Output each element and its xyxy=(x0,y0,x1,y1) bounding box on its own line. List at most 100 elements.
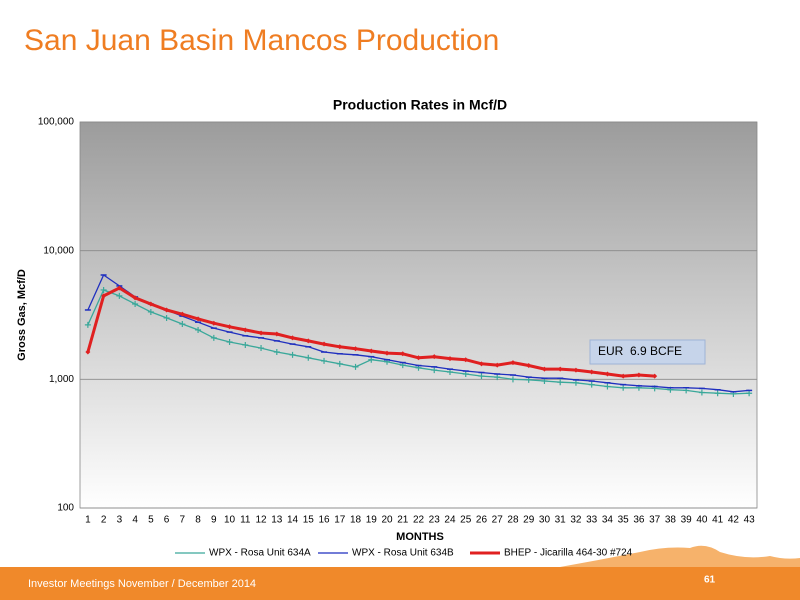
footer-text: Investor Meetings November / December 20… xyxy=(28,578,256,590)
annotation: EUR 6.9 BCFE xyxy=(598,344,682,358)
marker xyxy=(494,362,500,368)
marker xyxy=(179,321,186,328)
x-tick-label: 38 xyxy=(665,515,677,526)
marker xyxy=(101,293,107,299)
marker xyxy=(290,335,296,341)
marker xyxy=(620,373,626,379)
x-tick-label: 24 xyxy=(444,515,456,526)
marker xyxy=(321,341,327,347)
marker xyxy=(698,389,705,396)
marker xyxy=(604,383,611,390)
marker xyxy=(462,371,469,378)
marker xyxy=(305,338,311,344)
x-tick-label: 4 xyxy=(132,515,138,526)
marker xyxy=(400,351,406,357)
x-tick-label: 16 xyxy=(318,515,330,526)
x-tick-label: 37 xyxy=(649,515,661,526)
marker xyxy=(116,285,122,291)
x-tick-label: 41 xyxy=(712,515,724,526)
marker xyxy=(195,326,202,333)
x-tick-label: 10 xyxy=(224,515,236,526)
marker xyxy=(509,376,516,383)
x-tick-label: 18 xyxy=(350,515,362,526)
y-tick-label: 10,000 xyxy=(43,245,74,256)
x-tick-label: 17 xyxy=(334,515,346,526)
legend-label: WPX - Rosa Unit 634A xyxy=(209,548,311,559)
x-tick-label: 33 xyxy=(586,515,598,526)
x-tick-label: 21 xyxy=(397,515,409,526)
chart-title: Production Rates in Mcf/D xyxy=(333,97,507,113)
marker xyxy=(572,379,579,386)
x-tick-label: 2 xyxy=(101,515,107,526)
marker xyxy=(510,360,516,366)
x-tick-label: 13 xyxy=(271,515,283,526)
marker xyxy=(352,363,359,370)
x-tick-label: 12 xyxy=(255,515,267,526)
x-tick-label: 31 xyxy=(555,515,567,526)
marker xyxy=(353,346,359,352)
marker xyxy=(589,369,595,375)
marker xyxy=(321,357,328,364)
marker xyxy=(148,301,154,307)
x-tick-label: 5 xyxy=(148,515,154,526)
marker xyxy=(368,348,374,354)
x-tick-label: 22 xyxy=(413,515,425,526)
x-tick-label: 1 xyxy=(85,515,91,526)
x-tick-label: 39 xyxy=(681,515,693,526)
x-tick-label: 15 xyxy=(303,515,315,526)
marker xyxy=(463,357,469,363)
marker xyxy=(85,349,91,355)
marker xyxy=(384,350,390,356)
marker xyxy=(164,307,170,313)
marker xyxy=(147,308,154,315)
x-tick-label: 32 xyxy=(570,515,582,526)
marker xyxy=(494,374,501,381)
marker xyxy=(274,331,280,337)
y-tick-label: 100 xyxy=(57,503,74,514)
marker xyxy=(195,316,201,322)
marker xyxy=(132,301,139,308)
y-axis-label: Gross Gas, Mcf/D xyxy=(16,269,28,361)
marker xyxy=(226,339,233,346)
x-tick-label: 35 xyxy=(618,515,630,526)
x-tick-label: 6 xyxy=(164,515,170,526)
marker xyxy=(541,366,547,372)
x-tick-label: 14 xyxy=(287,515,299,526)
marker xyxy=(242,327,248,333)
marker xyxy=(416,355,421,361)
marker xyxy=(132,295,138,301)
x-tick-label: 29 xyxy=(523,515,535,526)
marker xyxy=(714,390,721,397)
legend-label: BHEP - Jicarilla 464-30 #724 xyxy=(504,548,633,559)
marker xyxy=(336,360,343,367)
marker xyxy=(258,330,264,336)
marker xyxy=(588,381,595,388)
marker xyxy=(604,371,610,377)
marker xyxy=(210,334,217,341)
marker xyxy=(447,356,453,362)
marker xyxy=(541,378,548,385)
x-tick-label: 7 xyxy=(180,515,186,526)
marker xyxy=(258,345,265,352)
legend-label: WPX - Rosa Unit 634B xyxy=(352,548,454,559)
plot-area xyxy=(79,121,758,509)
marker xyxy=(368,356,375,363)
marker xyxy=(116,292,123,299)
marker xyxy=(526,363,532,369)
marker xyxy=(305,354,312,361)
x-axis-label: MONTHS xyxy=(396,531,444,543)
x-tick-label: 40 xyxy=(696,515,708,526)
x-tick-label: 3 xyxy=(117,515,123,526)
marker xyxy=(431,354,437,360)
marker xyxy=(337,344,343,350)
marker xyxy=(557,379,564,386)
footer-bar xyxy=(0,567,800,600)
marker xyxy=(289,351,296,358)
x-tick-label: 11 xyxy=(240,515,251,526)
x-tick-label: 28 xyxy=(507,515,519,526)
marker xyxy=(273,349,280,356)
slide-title: San Juan Basin Mancos Production xyxy=(24,24,499,57)
marker xyxy=(242,341,249,348)
marker xyxy=(525,376,532,383)
x-tick-label: 30 xyxy=(539,515,551,526)
